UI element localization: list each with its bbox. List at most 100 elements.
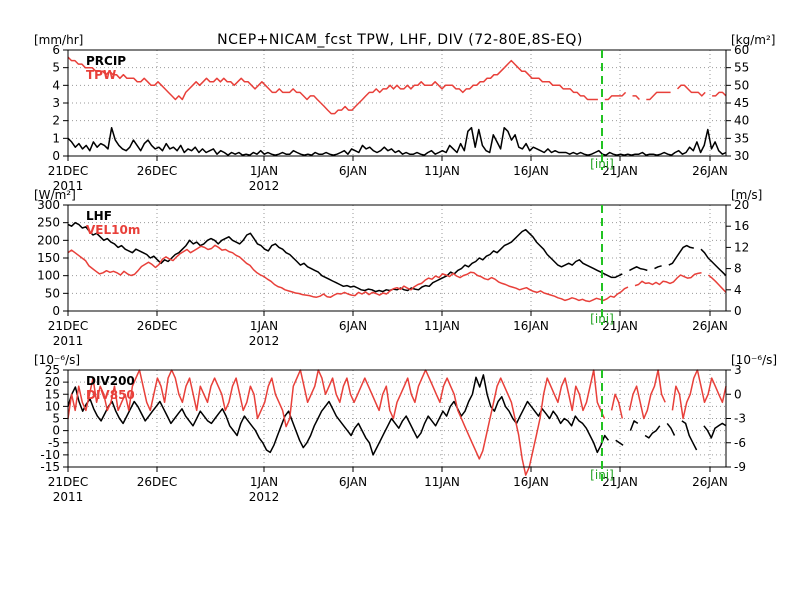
- left-axis-unit: [mm/hr]: [34, 33, 83, 47]
- x-tick-label: 21JAN: [602, 319, 638, 333]
- left-tick-label: 150: [37, 251, 60, 265]
- left-tick-label: 4: [52, 78, 60, 92]
- x-tick-label: 26DEC: [137, 475, 177, 489]
- x-tick-label: 6JAN: [339, 475, 367, 489]
- x-tick-label: 26DEC: [137, 164, 177, 178]
- x-tick-label: 11JAN: [424, 164, 460, 178]
- x-tick-label: 1JAN: [250, 164, 278, 178]
- right-tick-label: 20: [734, 198, 749, 212]
- right-tick-label: 55: [734, 61, 749, 75]
- right-axis-unit: [kg/m²]: [731, 33, 775, 47]
- grid-lines: [68, 205, 726, 311]
- right-tick-label: 0: [734, 304, 742, 318]
- x-tick-label: 16JAN: [513, 164, 549, 178]
- left-tick-label: -15: [40, 460, 60, 474]
- legend-vel10m: VEL10m: [86, 223, 140, 237]
- legend-prcip: PRCIP: [86, 54, 126, 68]
- x-tick-label: 26DEC: [137, 319, 177, 333]
- right-tick-label: 8: [734, 262, 742, 276]
- x-tick-label: 21JAN: [602, 164, 638, 178]
- x-year-label-2011: 2011: [53, 179, 84, 193]
- x-tick-label: 1JAN: [250, 319, 278, 333]
- right-tick-label: 4: [734, 283, 742, 297]
- x-tick-label: 26JAN: [692, 475, 728, 489]
- left-tick-label: 2: [52, 114, 60, 128]
- right-tick-label: 16: [734, 219, 749, 233]
- left-tick-label: -5: [48, 436, 60, 450]
- left-tick-label: 200: [37, 233, 60, 247]
- left-axis-unit: [W/m²]: [34, 188, 76, 202]
- panel-2: 0 50 100 150 200 250 300 0 4 8 12 16 20 [W/m²] [m/s] 21…: [34, 188, 762, 348]
- left-tick-label: 25: [45, 363, 60, 377]
- left-tick-label: -10: [40, 448, 60, 462]
- forecast-init-label: [ini]: [590, 312, 614, 326]
- left-tick-label: 5: [52, 61, 60, 75]
- left-tick-label: 0: [52, 149, 60, 163]
- x-year-label-2012: 2012: [249, 490, 280, 504]
- x-tick-label: 6JAN: [339, 319, 367, 333]
- right-tick-label: -6: [734, 436, 746, 450]
- forecast-init-label: [ini]: [590, 468, 614, 482]
- right-tick-label: -3: [734, 412, 746, 426]
- series-line-lhf: [67, 221, 727, 293]
- forecast-init-label: [ini]: [590, 157, 614, 171]
- grid-lines: [68, 370, 726, 467]
- x-tick-label: 26JAN: [692, 164, 728, 178]
- x-year-label-2012: 2012: [249, 179, 280, 193]
- right-tick-label: 45: [734, 96, 749, 110]
- x-tick-label: 11JAN: [424, 319, 460, 333]
- right-tick-label: 3: [734, 363, 742, 377]
- x-tick-label: 21DEC: [48, 475, 88, 489]
- left-tick-label: 300: [37, 198, 60, 212]
- left-tick-label: 250: [37, 216, 60, 230]
- x-tick-label: 21DEC: [48, 319, 88, 333]
- left-tick-label: 20: [45, 375, 60, 389]
- right-tick-label: 40: [734, 114, 749, 128]
- right-tick-label: 60: [734, 43, 749, 57]
- legend-div850: DIV850: [86, 388, 135, 402]
- plot-frame: [67, 49, 727, 157]
- left-tick-label: 1: [52, 131, 60, 145]
- right-axis-unit: [10⁻⁶/s]: [731, 353, 777, 367]
- legend-lhf: LHF: [86, 209, 112, 223]
- x-tick-label: 16JAN: [513, 475, 549, 489]
- left-tick-label: 100: [37, 269, 60, 283]
- right-tick-label: 35: [734, 131, 749, 145]
- x-tick-label: 21JAN: [602, 475, 638, 489]
- series-line-div200: [67, 374, 727, 456]
- right-tick-label: 30: [734, 149, 749, 163]
- right-axis-unit: [m/s]: [731, 188, 762, 202]
- right-tick-label: 50: [734, 78, 749, 92]
- series-line-prcip: [67, 126, 727, 156]
- left-tick-label: 3: [52, 96, 60, 110]
- left-tick-label: 50: [45, 286, 60, 300]
- x-tick-label: 1JAN: [250, 475, 278, 489]
- plot-frame: [67, 369, 727, 468]
- plot-frame: [67, 204, 727, 312]
- right-tick-label: 0: [734, 387, 742, 401]
- left-tick-label: 0: [52, 424, 60, 438]
- x-year-label-2012: 2012: [249, 334, 280, 348]
- x-year-label-2011: 2011: [53, 490, 84, 504]
- series-line-div850: [67, 369, 727, 476]
- x-tick-label: 6JAN: [339, 164, 367, 178]
- legend-div200: DIV200: [86, 374, 135, 388]
- left-tick-label: 6: [52, 43, 60, 57]
- x-tick-label: 21DEC: [48, 164, 88, 178]
- series-line-tpw: [67, 56, 727, 115]
- left-tick-label: 5: [52, 412, 60, 426]
- legend-tpw: TPW: [86, 68, 116, 82]
- x-tick-label: 26JAN: [692, 319, 728, 333]
- grid-lines: [68, 50, 726, 156]
- left-tick-label: 0: [52, 304, 60, 318]
- right-tick-label: -9: [734, 460, 746, 474]
- left-tick-label: 10: [45, 399, 60, 413]
- x-tick-label: 11JAN: [424, 475, 460, 489]
- x-tick-label: 16JAN: [513, 319, 549, 333]
- left-tick-label: 15: [45, 387, 60, 401]
- left-axis-unit: [10⁻⁶/s]: [34, 353, 80, 367]
